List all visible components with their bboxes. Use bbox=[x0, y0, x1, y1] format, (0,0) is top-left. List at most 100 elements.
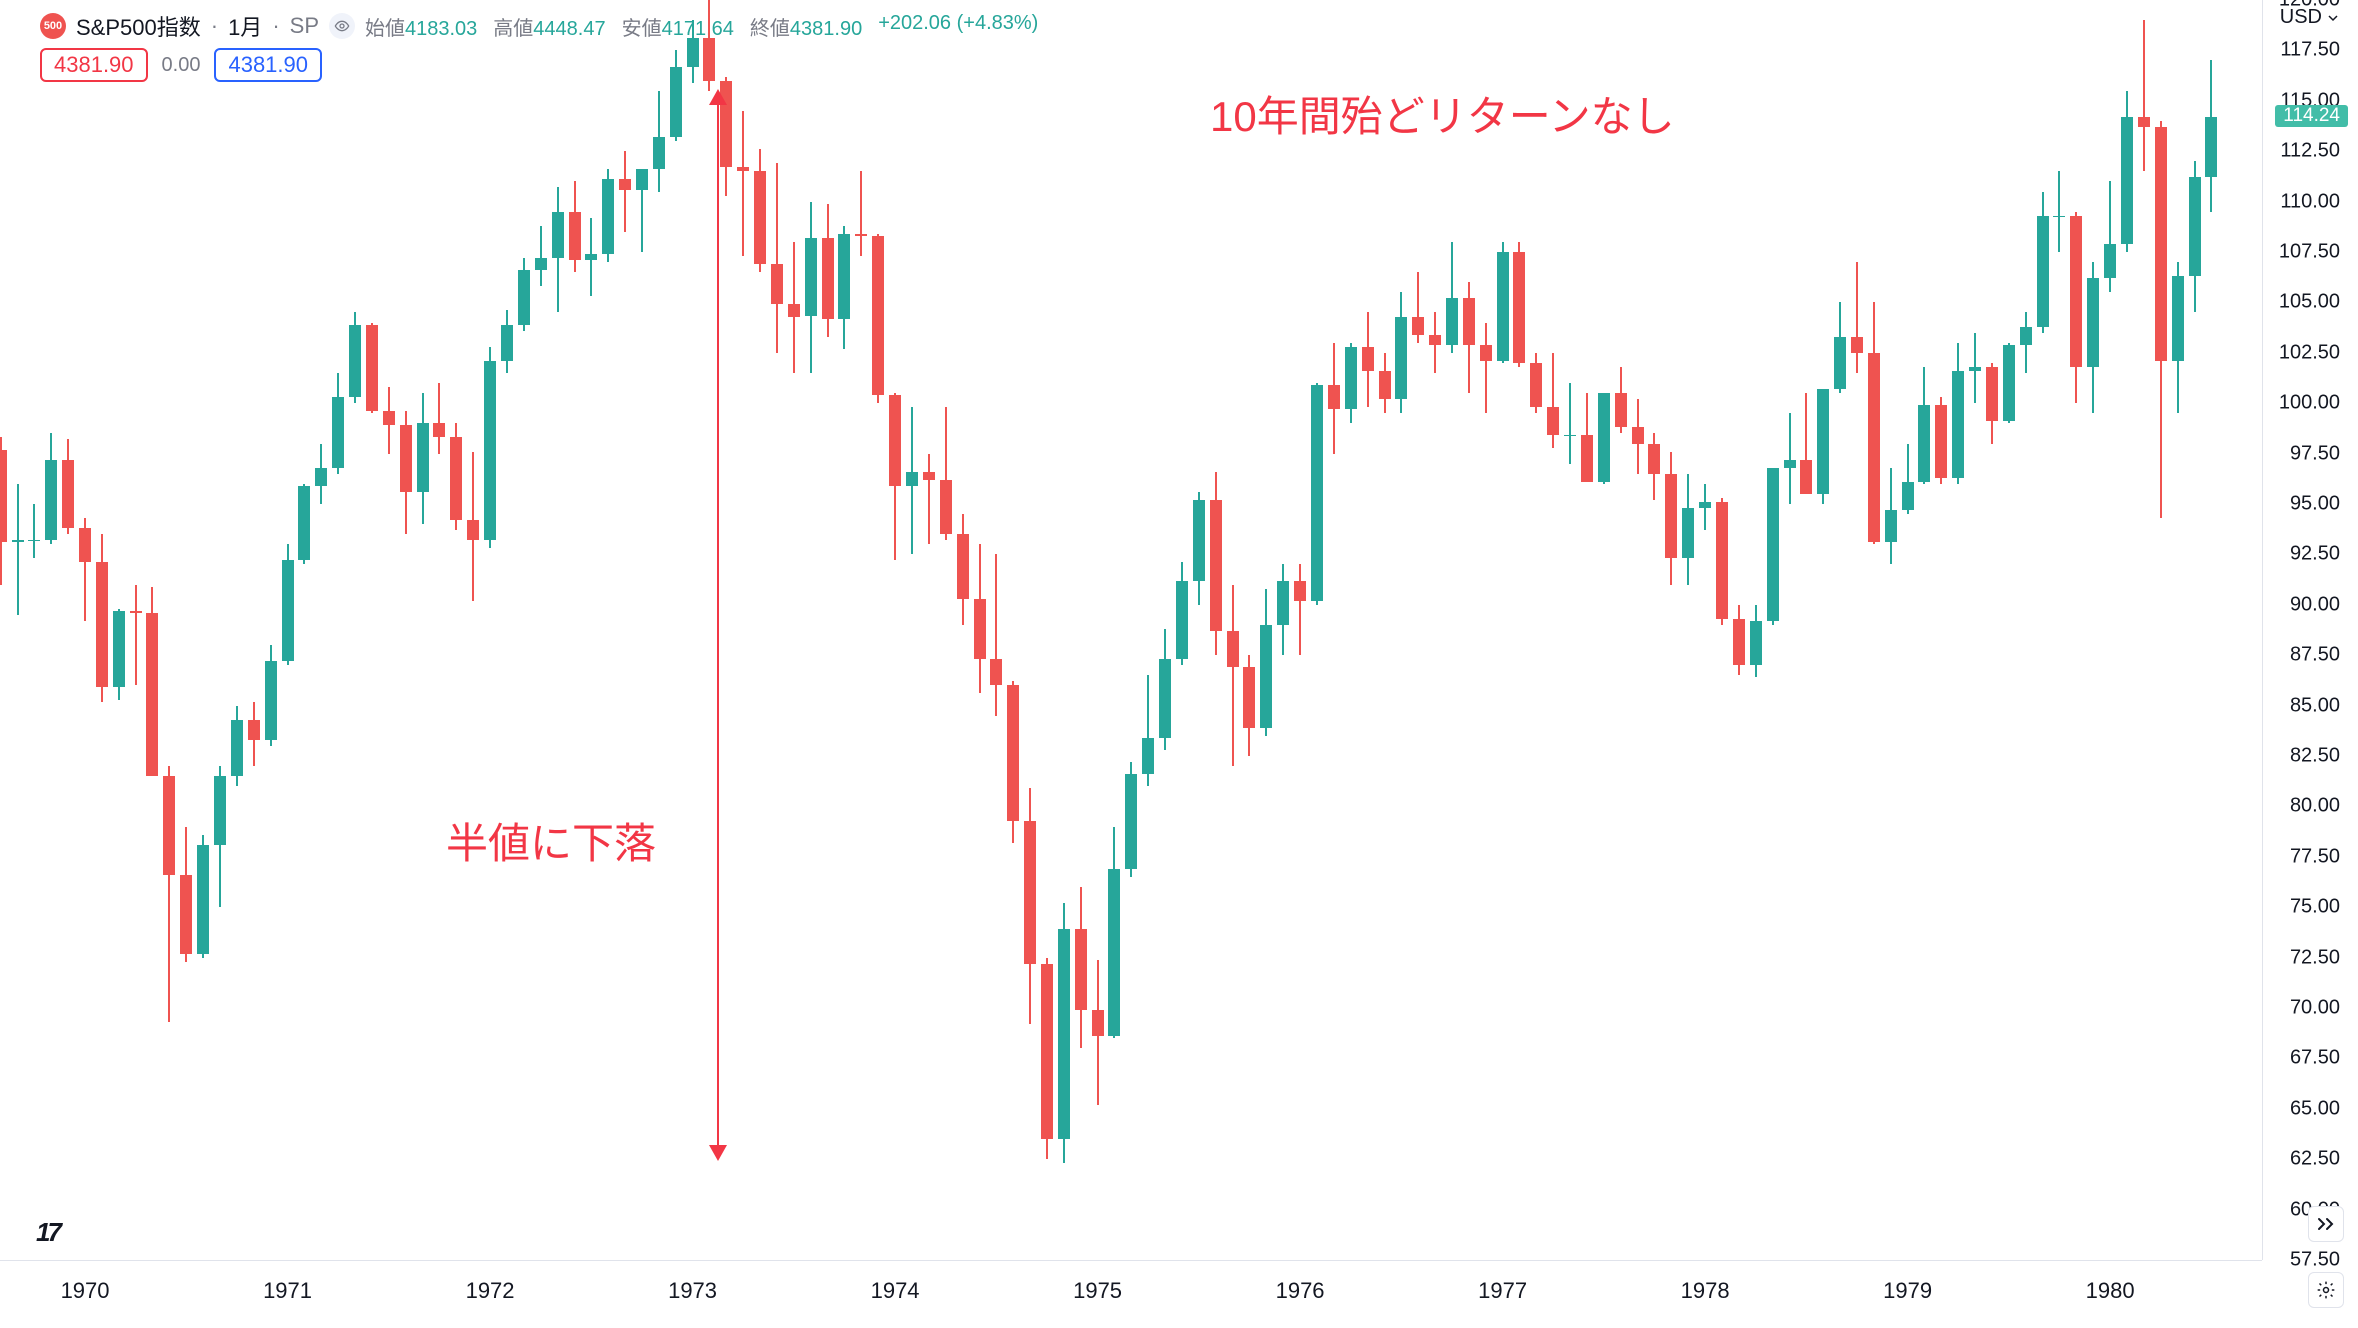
candle bbox=[1716, 0, 1728, 1260]
candle bbox=[1986, 0, 1998, 1260]
candle bbox=[433, 0, 445, 1260]
candle bbox=[130, 0, 142, 1260]
x-tick-label: 1972 bbox=[466, 1278, 515, 1304]
annotation-arrow bbox=[717, 91, 719, 1159]
candle bbox=[1227, 0, 1239, 1260]
candle bbox=[298, 0, 310, 1260]
y-tick-label: 87.50 bbox=[2290, 644, 2340, 667]
candle bbox=[788, 0, 800, 1260]
candle bbox=[923, 0, 935, 1260]
candle bbox=[1733, 0, 1745, 1260]
candle bbox=[1784, 0, 1796, 1260]
y-tick-label: 57.50 bbox=[2290, 1249, 2340, 1272]
y-tick-label: 65.00 bbox=[2290, 1097, 2340, 1120]
candle bbox=[467, 0, 479, 1260]
candle bbox=[1243, 0, 1255, 1260]
candle bbox=[1868, 0, 1880, 1260]
candle bbox=[720, 0, 732, 1260]
y-tick-label: 117.50 bbox=[2280, 39, 2340, 62]
x-tick-label: 1970 bbox=[61, 1278, 110, 1304]
candle bbox=[315, 0, 327, 1260]
y-tick-label: 100.00 bbox=[2279, 392, 2340, 415]
candle bbox=[957, 0, 969, 1260]
candle bbox=[1176, 0, 1188, 1260]
annotation-text: 半値に下落 bbox=[446, 810, 656, 871]
candle bbox=[231, 0, 243, 1260]
candle bbox=[265, 0, 277, 1260]
candle bbox=[1446, 0, 1458, 1260]
candle bbox=[1851, 0, 1863, 1260]
candle bbox=[1902, 0, 1914, 1260]
candle bbox=[0, 0, 7, 1260]
y-tick-label: 92.50 bbox=[2290, 543, 2340, 566]
candle bbox=[484, 0, 496, 1260]
candle bbox=[1412, 0, 1424, 1260]
candle bbox=[1092, 0, 1104, 1260]
x-tick-label: 1978 bbox=[1681, 1278, 1730, 1304]
candle bbox=[383, 0, 395, 1260]
candle bbox=[2104, 0, 2116, 1260]
candle bbox=[872, 0, 884, 1260]
x-tick-label: 1973 bbox=[668, 1278, 717, 1304]
candle bbox=[2087, 0, 2099, 1260]
price-axis[interactable]: USD 57.5060.0062.5065.0067.5070.0072.507… bbox=[2262, 0, 2358, 1260]
candle bbox=[2070, 0, 2082, 1260]
candle bbox=[1530, 0, 1542, 1260]
y-tick-label: 112.50 bbox=[2280, 140, 2340, 163]
candle bbox=[585, 0, 597, 1260]
candle bbox=[1767, 0, 1779, 1260]
candle bbox=[332, 0, 344, 1260]
candle bbox=[1142, 0, 1154, 1260]
candle bbox=[653, 0, 665, 1260]
candle bbox=[1699, 0, 1711, 1260]
candle bbox=[197, 0, 209, 1260]
y-tick-label: 95.00 bbox=[2290, 493, 2340, 516]
candle bbox=[2189, 0, 2201, 1260]
x-tick-label: 1974 bbox=[871, 1278, 920, 1304]
candle bbox=[2172, 0, 2184, 1260]
y-tick-label: 105.00 bbox=[2279, 291, 2340, 314]
candle bbox=[1075, 0, 1087, 1260]
y-tick-label: 80.00 bbox=[2290, 795, 2340, 818]
goto-latest-button[interactable] bbox=[2308, 1206, 2344, 1242]
candle bbox=[687, 0, 699, 1260]
candle bbox=[754, 0, 766, 1260]
candle bbox=[1513, 0, 1525, 1260]
candle bbox=[1362, 0, 1374, 1260]
candle bbox=[552, 0, 564, 1260]
y-tick-label: 62.50 bbox=[2290, 1148, 2340, 1171]
candle bbox=[1108, 0, 1120, 1260]
chevron-down-icon bbox=[2328, 13, 2338, 23]
candle bbox=[1480, 0, 1492, 1260]
y-tick-label: 120.00 bbox=[2279, 0, 2340, 12]
candle bbox=[670, 0, 682, 1260]
candle bbox=[535, 0, 547, 1260]
settings-button[interactable] bbox=[2308, 1272, 2344, 1308]
y-tick-label: 72.50 bbox=[2290, 946, 2340, 969]
candle bbox=[974, 0, 986, 1260]
candle bbox=[2053, 0, 2065, 1260]
candle bbox=[2138, 0, 2150, 1260]
candle bbox=[2121, 0, 2133, 1260]
candle bbox=[1345, 0, 1357, 1260]
candle bbox=[2003, 0, 2015, 1260]
candle bbox=[822, 0, 834, 1260]
candle bbox=[1750, 0, 1762, 1260]
x-tick-label: 1979 bbox=[1883, 1278, 1932, 1304]
candle bbox=[838, 0, 850, 1260]
candle bbox=[1007, 0, 1019, 1260]
candle bbox=[113, 0, 125, 1260]
candle bbox=[619, 0, 631, 1260]
candle bbox=[1885, 0, 1897, 1260]
candle bbox=[906, 0, 918, 1260]
candle bbox=[1058, 0, 1070, 1260]
candlestick-chart[interactable]: 半値に下落10年間殆どリターンなし bbox=[0, 0, 2262, 1260]
y-tick-label: 107.50 bbox=[2279, 241, 2340, 264]
y-tick-label: 82.50 bbox=[2290, 745, 2340, 768]
candle bbox=[2155, 0, 2167, 1260]
candle bbox=[349, 0, 361, 1260]
x-tick-label: 1975 bbox=[1073, 1278, 1122, 1304]
candle bbox=[214, 0, 226, 1260]
time-axis[interactable]: 1970197119721973197419751976197719781979… bbox=[0, 1260, 2262, 1328]
candle bbox=[1952, 0, 1964, 1260]
